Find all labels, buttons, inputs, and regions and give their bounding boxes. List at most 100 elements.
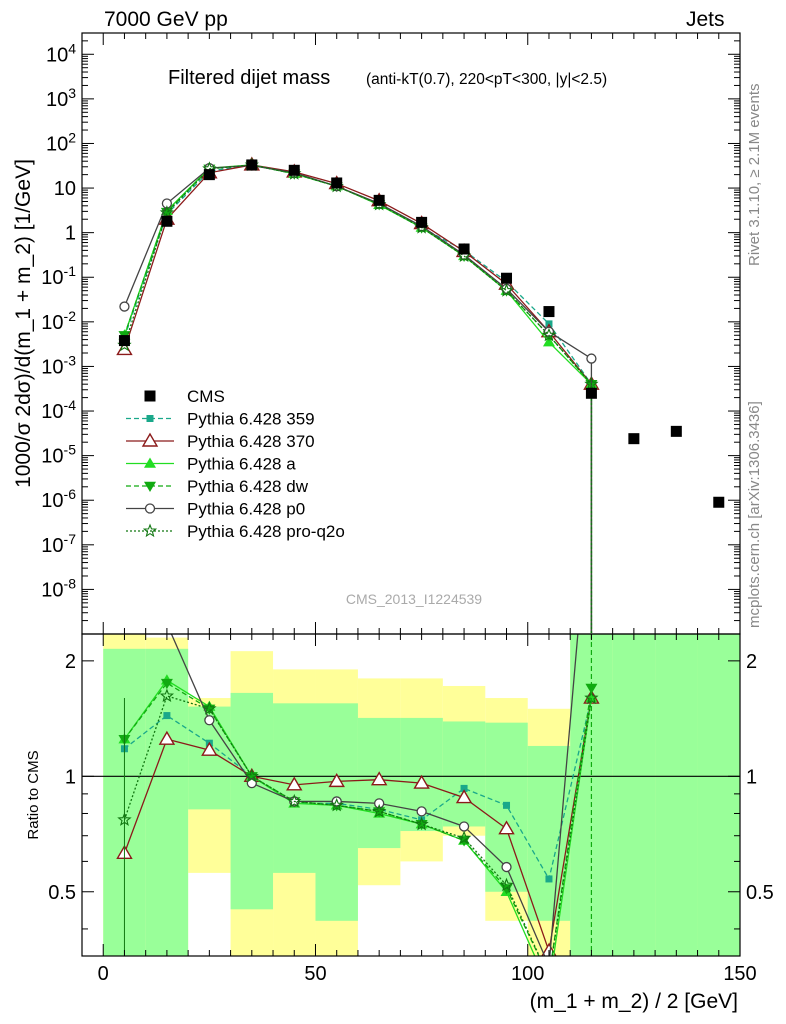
- data-point: [713, 496, 725, 508]
- legend-entry-0: CMS: [144, 387, 225, 406]
- legend-label: Pythia 6.428 359: [187, 410, 315, 429]
- ratio-ytick-label-right: 1: [746, 766, 757, 788]
- data-point: [288, 164, 300, 176]
- main-plot-area: [116, 156, 725, 634]
- ratio-point: [498, 820, 515, 835]
- data-point: [161, 215, 173, 227]
- ratio-point: [244, 768, 259, 783]
- ratio-point: [370, 771, 388, 786]
- legend-label: Pythia 6.428 p0: [187, 500, 305, 519]
- legend-label: Pythia 6.428 pro-q2o: [187, 522, 345, 541]
- main-ytick-label: 103: [46, 85, 76, 111]
- ratio-ytick-label-right: 0.5: [746, 882, 774, 904]
- band-inner-10: [527, 745, 571, 921]
- ratio-point: [160, 678, 173, 690]
- ratio-ytick-label-left: 1: [65, 766, 76, 788]
- chart-title: Filtered dijet mass: [168, 67, 330, 89]
- ratio-ytick-label-right: 2: [746, 651, 757, 673]
- main-ytick-label: 102: [46, 129, 76, 155]
- ratio-line: [123, 697, 593, 952]
- main-ytick-label: 10-2: [41, 308, 76, 334]
- ratio-point: [545, 875, 553, 883]
- ratio-point: [329, 797, 344, 812]
- ratio-point: [499, 877, 514, 892]
- legend-entry-3: Pythia 6.428 a: [126, 455, 296, 474]
- data-point: [501, 272, 513, 284]
- watermark: CMS_2013_I1224539: [346, 591, 482, 607]
- data-point: [246, 159, 258, 171]
- legend-label: Pythia 6.428 dw: [187, 477, 309, 496]
- band-inner-1: [145, 648, 189, 956]
- band-inner-13: [655, 634, 698, 956]
- main-frame: [81, 32, 741, 635]
- ratio-point: [416, 806, 427, 817]
- ratio-point: [201, 741, 218, 756]
- band-inner-14: [697, 634, 740, 956]
- ratio-point: [456, 830, 472, 845]
- main-ytick-label: 10: [54, 178, 76, 200]
- data-point: [584, 376, 599, 391]
- main-ytick-label: 10-1: [41, 263, 76, 289]
- main-ytick-label: 10-3: [41, 352, 76, 378]
- legend-entry-2: Pythia 6.428 370: [126, 432, 315, 451]
- series-3: [118, 158, 598, 634]
- legend-marker: [141, 432, 159, 447]
- header-left: 7000 GeV pp: [104, 8, 228, 31]
- main-ytick-label: 104: [46, 40, 76, 66]
- xtick-label: 50: [304, 963, 326, 985]
- ratio-point: [159, 688, 175, 702]
- main-ytick-label: 1: [65, 223, 76, 245]
- ratio-point: [204, 715, 215, 726]
- ratio-point: [286, 776, 303, 791]
- chart-title-sub: (anti-kT(0.7), 220<pT<300, |y|<2.5): [366, 71, 607, 88]
- ratio-point: [414, 816, 429, 831]
- main-ytick-label: 10-6: [41, 486, 76, 512]
- xtick-label: 100: [511, 963, 544, 985]
- legend-marker: [144, 503, 156, 514]
- legend-marker: [146, 415, 154, 422]
- data-point: [203, 169, 215, 181]
- ratio-point: [202, 701, 217, 715]
- data-point: [542, 336, 555, 347]
- main-ytick-label: 10-7: [41, 531, 76, 557]
- data-point: [118, 335, 130, 347]
- data-point: [416, 216, 428, 228]
- legend-marker: [144, 390, 156, 402]
- ratio-point: [158, 730, 176, 745]
- legend-label: CMS: [187, 387, 225, 406]
- ratio-point: [501, 861, 512, 873]
- main-ytick-label: 10-4: [41, 397, 76, 423]
- legend-label: Pythia 6.428 370: [187, 432, 315, 451]
- band-inner-5: [315, 703, 358, 921]
- ratio-point: [372, 803, 387, 818]
- data-point: [373, 194, 385, 206]
- xtick-label: 0: [98, 963, 109, 985]
- series-6: [117, 157, 599, 634]
- data-point: [159, 205, 175, 219]
- data-point: [628, 433, 640, 445]
- y-axis-label: 1000/σ 2dσ)/d(m_1 + m_2) [1/GeV]: [12, 159, 35, 488]
- ratio-point: [328, 772, 345, 788]
- series-cms: [118, 159, 725, 508]
- ratio-point: [458, 821, 470, 832]
- legend-entry-6: Pythia 6.428 pro-q2o: [126, 522, 345, 541]
- x-axis-label: (m_1 + m_2) / 2 [GeV]: [530, 990, 738, 1013]
- data-point: [585, 387, 597, 399]
- data-point: [499, 283, 514, 297]
- series-4: [118, 160, 598, 634]
- ratio-point: [287, 793, 302, 808]
- ratio-point: [163, 712, 171, 720]
- series-5: [119, 160, 597, 634]
- legend-marker: [142, 523, 158, 538]
- ratio-point: [503, 801, 511, 809]
- ratio-plot-area: [82, 634, 740, 956]
- series-1: [120, 161, 595, 634]
- legend-marker: [144, 481, 156, 492]
- ratio-point: [455, 789, 473, 804]
- ratio-ytick-label-left: 2: [65, 651, 76, 673]
- main-ytick-label: 10-8: [41, 575, 76, 601]
- band-inner-3: [230, 692, 274, 910]
- ratio-y-axis-label: Ratio to CMS: [25, 750, 42, 839]
- xtick-label: 150: [723, 963, 756, 985]
